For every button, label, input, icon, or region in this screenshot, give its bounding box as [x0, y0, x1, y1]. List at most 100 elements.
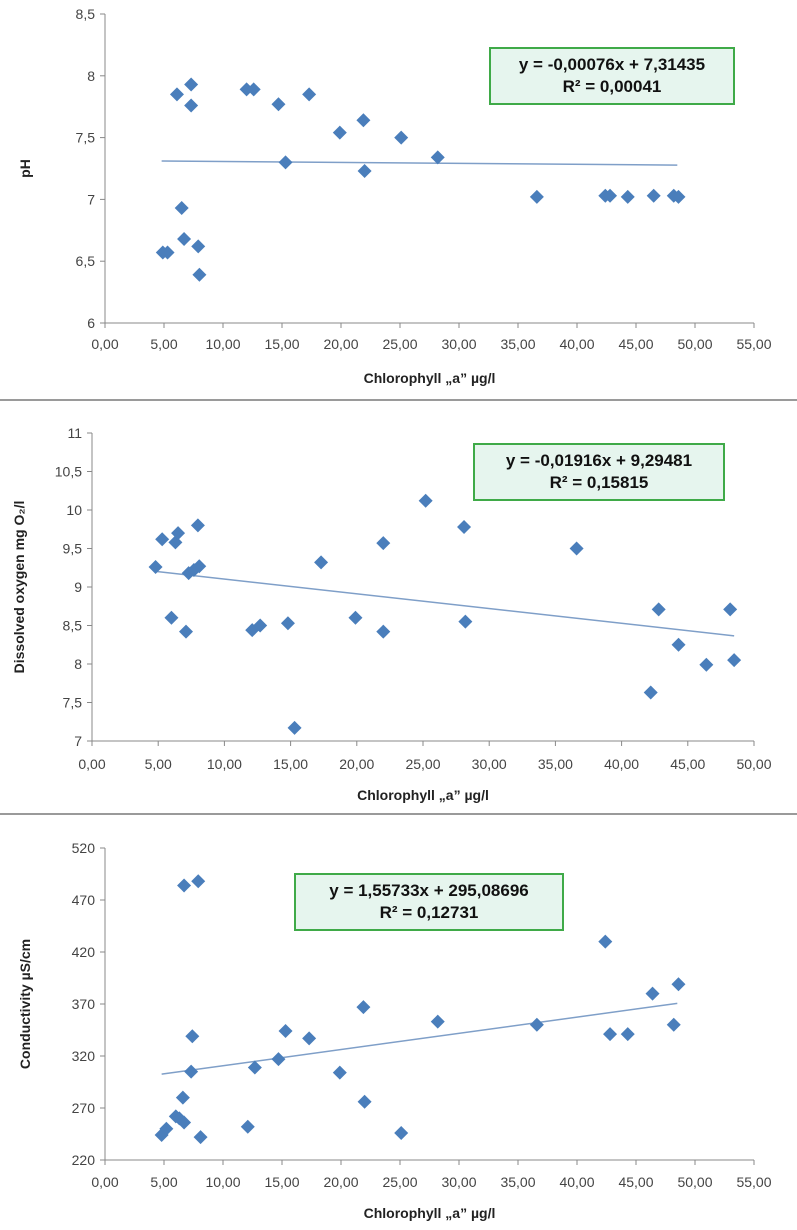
ph-y-tick-label: 6 [87, 315, 95, 331]
oxygen-data-point [643, 685, 658, 700]
ph-y-tick-label: 8,5 [76, 6, 96, 22]
conductivity-data-point [159, 1121, 174, 1136]
conductivity-x-tick-label: 55,00 [736, 1174, 771, 1190]
oxygen-y-tick-label: 9 [74, 579, 82, 595]
conductivity-trendline [161, 1002, 678, 1075]
ph-data-point [191, 239, 206, 254]
oxygen-data-point [164, 610, 179, 625]
oxygen-data-point [287, 720, 302, 735]
oxygen-data-point [569, 541, 584, 556]
ph-data-point [174, 201, 189, 216]
ph-y-tick-label: 7 [87, 191, 95, 207]
oxygen-data-point [671, 637, 686, 652]
oxygen-equation: y = -0,01916x + 9,29481 [505, 451, 693, 470]
oxygen-data-point [727, 653, 742, 668]
ph-data-point [192, 267, 207, 282]
oxygen-r-squared: R² = 0,15815 [549, 473, 649, 492]
ph-data-point [184, 98, 199, 113]
oxygen-x-tick-label: 20,00 [339, 756, 374, 772]
conductivity-data-point [666, 1017, 681, 1032]
oxygen-x-tick-label: 25,00 [405, 756, 440, 772]
oxygen-y-tick-label: 7,5 [63, 695, 83, 711]
divider-top [0, 399, 797, 401]
oxygen-data-point [348, 610, 363, 625]
ph-data-point [302, 87, 317, 102]
conductivity-data-point [191, 874, 206, 889]
conductivity-data-point [185, 1029, 200, 1044]
oxygen-data-point [179, 624, 194, 639]
conductivity-data-point [247, 1060, 262, 1075]
oxygen-x-tick-label: 40,00 [604, 756, 639, 772]
oxygen-data-point [148, 559, 163, 574]
ph-x-tick-label: 35,00 [500, 336, 535, 352]
ph-x-tick-label: 25,00 [382, 336, 417, 352]
oxygen-scatter-chart: 7 7,5 8 8,5 9 9,5 10 10,5 11 0,00 5,00 10,00 15,00 20… [11, 425, 772, 803]
oxygen-data-point [376, 536, 391, 551]
ph-data-point [603, 188, 618, 203]
conductivity-x-tick-label: 15,00 [264, 1174, 299, 1190]
oxygen-x-tick-label: 45,00 [670, 756, 705, 772]
ph-x-tick-label: 5,00 [150, 336, 177, 352]
conductivity-y-axis-label: Conductivity µS/cm [17, 939, 33, 1069]
oxygen-data-point [168, 535, 183, 550]
oxygen-data-point [458, 614, 473, 629]
conductivity-data-point [356, 1000, 371, 1015]
ph-data-point [529, 189, 544, 204]
oxygen-y-tick-label: 8,5 [63, 618, 83, 634]
ph-equation-box: y = -0,00076x + 7,31435 R² = 0,00041 [489, 47, 735, 105]
divider-bottom [0, 813, 797, 815]
conductivity-data-point [529, 1017, 544, 1032]
oxygen-data-point [192, 559, 207, 574]
ph-x-tick-label: 45,00 [618, 336, 653, 352]
conductivity-data-point [302, 1031, 317, 1046]
ph-x-tick-label: 20,00 [323, 336, 358, 352]
oxygen-data-point [155, 532, 170, 547]
conductivity-data-point [603, 1027, 618, 1042]
conductivity-x-tick-label: 0,00 [91, 1174, 118, 1190]
oxygen-data-point [457, 519, 472, 534]
ph-x-axis-label: Chlorophyll „a” µg/l [364, 370, 496, 386]
oxygen-trendline [155, 570, 735, 637]
ph-x-tick-label: 0,00 [91, 336, 118, 352]
oxygen-y-axis-label: Dissolved oxygen mg O₂/l [11, 501, 27, 674]
oxygen-x-tick-label: 30,00 [472, 756, 507, 772]
ph-trendline [161, 160, 678, 166]
conductivity-data-point [184, 1064, 199, 1079]
conductivity-x-tick-label: 30,00 [441, 1174, 476, 1190]
conductivity-data-point [240, 1119, 255, 1134]
oxygen-chart-panel: 7 7,5 8 8,5 9 9,5 10 10,5 11 0,00 5,00 10,00 15,00 20… [0, 401, 797, 813]
ph-data-point [169, 87, 184, 102]
oxygen-x-tick-label: 50,00 [736, 756, 771, 772]
ph-x-tick-label: 55,00 [736, 336, 771, 352]
conductivity-data-point [620, 1027, 635, 1042]
conductivity-data-point [598, 934, 613, 949]
conductivity-data-point [394, 1125, 409, 1140]
ph-data-point [357, 163, 372, 178]
conductivity-data-point [177, 1115, 192, 1130]
conductivity-data-point [177, 878, 192, 893]
oxygen-y-tick-label: 10,5 [55, 464, 82, 480]
oxygen-data-point [280, 616, 295, 631]
ph-data-point [671, 189, 686, 204]
oxygen-x-axis-label: Chlorophyll „a” µg/l [357, 787, 489, 803]
oxygen-data-point [190, 518, 205, 533]
conductivity-data-point [172, 1111, 187, 1126]
ph-x-tick-label: 50,00 [677, 336, 712, 352]
ph-data-point [356, 113, 371, 128]
oxygen-x-tick-label: 35,00 [538, 756, 573, 772]
ph-data-point [160, 245, 175, 260]
conductivity-y-tick-label: 220 [72, 1152, 96, 1168]
conductivity-data-point [278, 1024, 293, 1039]
ph-y-tick-label: 6,5 [76, 253, 96, 269]
ph-x-tick-label: 40,00 [559, 336, 594, 352]
conductivity-r-squared: R² = 0,12731 [379, 903, 479, 922]
ph-data-point [177, 231, 192, 246]
conductivity-x-tick-label: 10,00 [205, 1174, 240, 1190]
ph-data-point [246, 82, 261, 97]
ph-data-point [620, 189, 635, 204]
ph-data-point [646, 188, 661, 203]
conductivity-y-tick-label: 270 [72, 1100, 96, 1116]
conductivity-chart-panel: 220 270 320 370 420 470 520 0,00 5,00 10,00 15,00 2… [0, 815, 797, 1230]
ph-scatter-chart: 6 6,5 7 7,5 8 8,5 0,00 5,00 10,00 15,00 20,00 25,00… [17, 6, 772, 386]
conductivity-scatter-chart: 220 270 320 370 420 470 520 0,00 5,00 10,00 15,00 2… [17, 840, 772, 1221]
